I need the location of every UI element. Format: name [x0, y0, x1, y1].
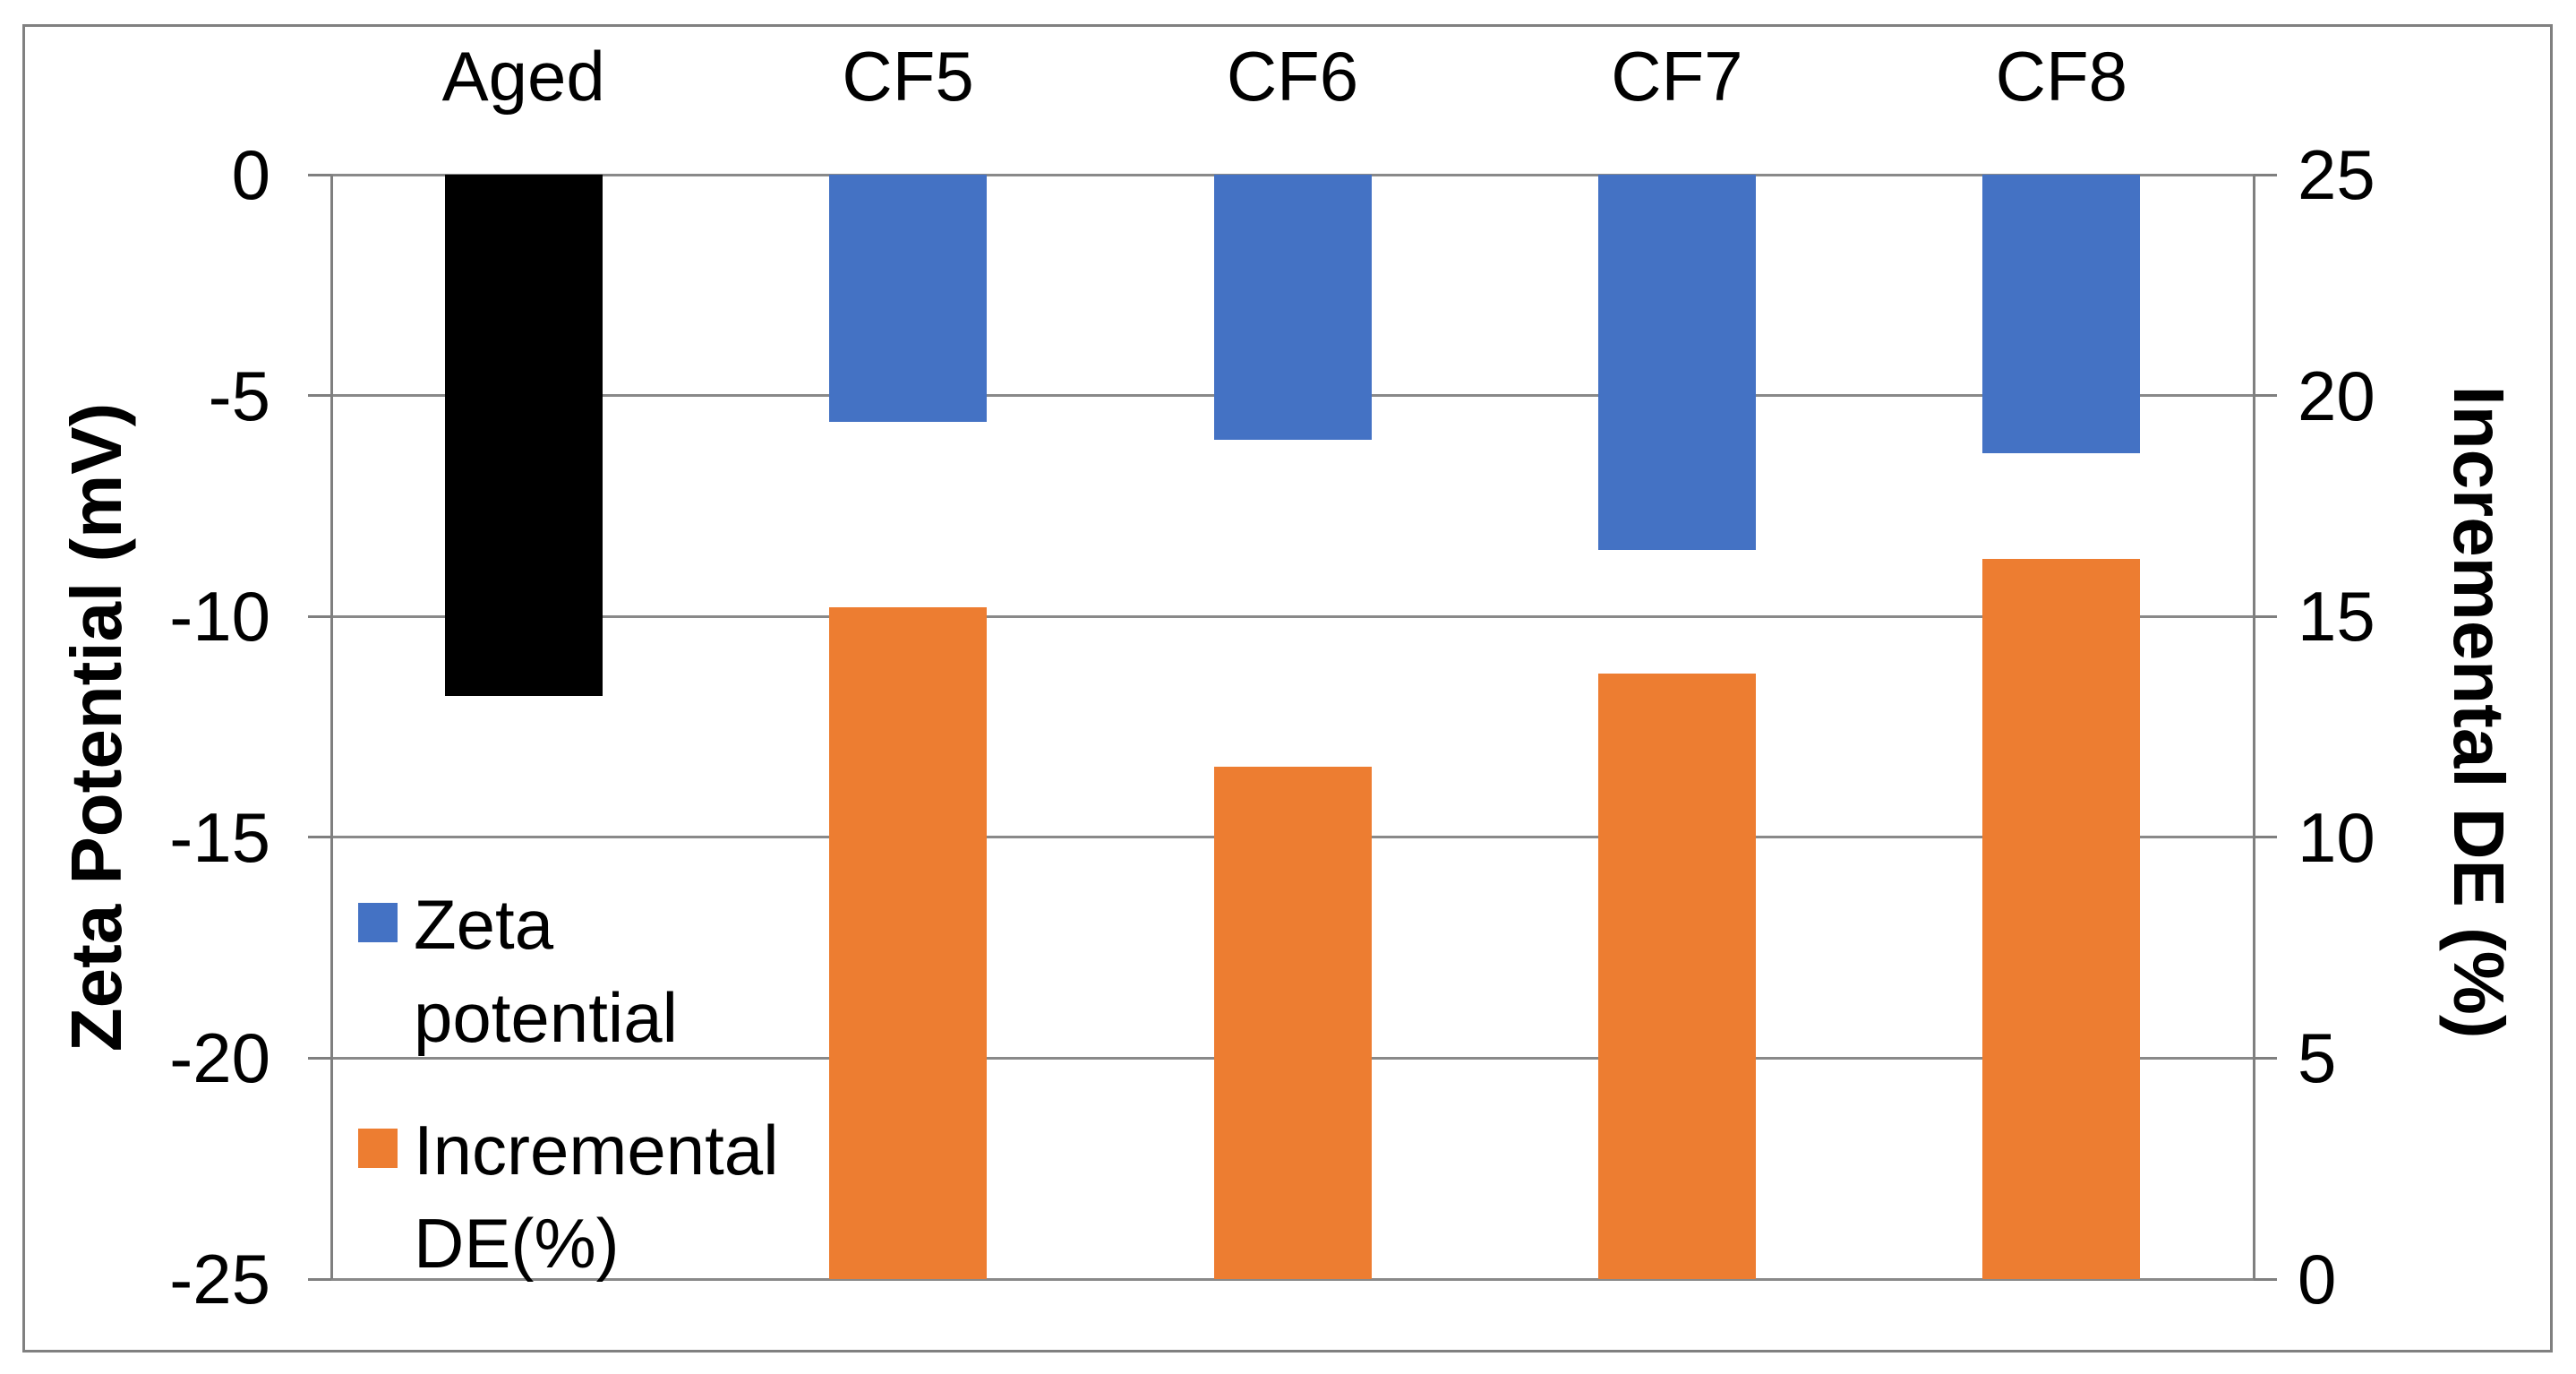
right-axis-tick-label: 25	[2298, 135, 2375, 214]
right-axis-tick-10	[2254, 836, 2277, 839]
left-axis-tick-label: -20	[169, 1018, 270, 1098]
bar-incremental-de-cf8	[1982, 559, 2141, 1279]
right-axis-tick-20	[2254, 394, 2277, 398]
bar-zeta-cf5	[829, 175, 988, 423]
category-label-cf7: CF7	[1611, 37, 1743, 116]
right-axis-tick-label: 20	[2298, 356, 2375, 435]
right-axis-tick-label: 10	[2298, 797, 2375, 877]
bar-zeta-cf7	[1597, 175, 1756, 551]
right-axis-tick-15	[2254, 614, 2277, 618]
right-axis-tick-5	[2254, 1056, 2277, 1060]
gridline--10	[331, 614, 2254, 618]
left-axis-tick-label: -10	[169, 577, 270, 657]
legend-label: Incremental DE(%)	[414, 1111, 779, 1283]
left-axis-tick--20	[308, 1056, 331, 1060]
right-axis-tick-label: 0	[2298, 1240, 2337, 1318]
left-axis-tick-label: -5	[208, 356, 270, 435]
right-axis-title: Incremental DE (%)	[2439, 385, 2519, 1039]
left-axis-tick--25	[308, 1277, 331, 1281]
left-axis-tick--15	[308, 836, 331, 839]
category-label-cf6: CF6	[1226, 37, 1359, 116]
category-label-aged: Aged	[441, 37, 605, 116]
left-axis-tick--10	[308, 614, 331, 618]
bar-zeta-aged	[444, 175, 603, 696]
right-axis-tick-label: 15	[2298, 577, 2375, 657]
legend-swatch-icon	[358, 1129, 398, 1168]
right-axis-tick-0	[2254, 1277, 2277, 1281]
right-axis-line	[2252, 175, 2255, 1279]
gridline--25	[331, 1277, 2254, 1281]
legend-label: Zeta potential	[414, 885, 678, 1057]
left-axis-line	[329, 175, 333, 1279]
chart-outer-border	[22, 24, 2553, 1353]
left-axis-title: Zeta Potential (mV)	[56, 402, 136, 1052]
left-axis-tick-label: -25	[169, 1240, 270, 1318]
category-label-cf5: CF5	[842, 37, 974, 116]
bar-zeta-cf6	[1213, 175, 1372, 440]
left-axis-tick-label: -15	[169, 797, 270, 877]
legend-swatch-icon	[358, 903, 398, 942]
legend: Zeta potential Incremental DE(%)	[358, 878, 877, 1329]
legend-item-zeta-potential: Zeta potential	[358, 878, 877, 1064]
right-axis-tick-label: 5	[2298, 1018, 2337, 1098]
left-axis-tick-0	[308, 173, 331, 176]
right-axis-tick-25	[2254, 173, 2277, 176]
bar-zeta-cf8	[1982, 175, 2141, 453]
bar-incremental-de-cf7	[1597, 674, 1756, 1279]
left-axis-tick--5	[308, 394, 331, 398]
legend-item-incremental-de: Incremental DE(%)	[358, 1103, 877, 1290]
category-label-cf8: CF8	[1995, 37, 2127, 116]
left-axis-tick-label: 0	[231, 135, 270, 214]
bar-incremental-de-cf6	[1213, 766, 1372, 1279]
bar-incremental-de-cf5	[829, 607, 988, 1279]
